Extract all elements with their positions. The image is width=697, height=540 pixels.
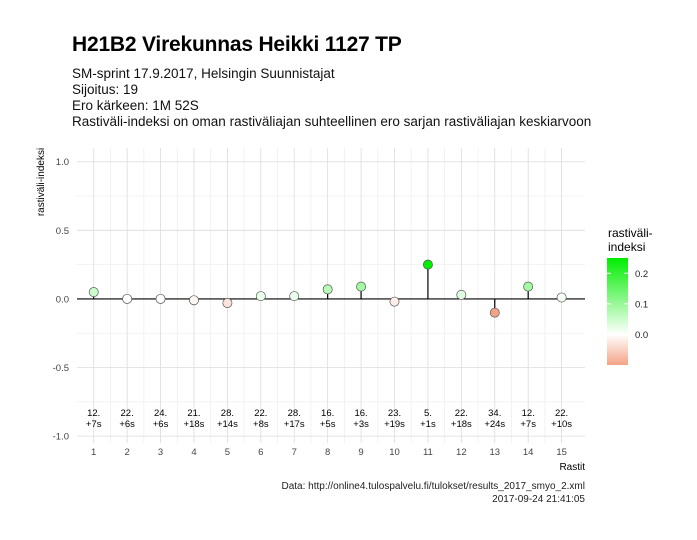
rank-label: 28. bbox=[288, 408, 301, 419]
rank-label: 12. bbox=[522, 408, 535, 419]
rank-label: 22. bbox=[254, 408, 267, 419]
data-point bbox=[122, 293, 133, 304]
legend-title-line-1: rastiväli- bbox=[608, 226, 653, 240]
x-tick-label: 4 bbox=[191, 447, 196, 458]
color-legend: rastiväli- indeksi 0.2 0.1 0.0 bbox=[607, 226, 653, 365]
diff-label: +6s bbox=[119, 419, 135, 430]
diff-label: +1s bbox=[420, 419, 436, 430]
x-tick-label: 7 bbox=[292, 447, 297, 458]
data-point bbox=[356, 281, 367, 292]
rank-label: 22. bbox=[455, 408, 468, 419]
x-tick-label: 2 bbox=[124, 447, 129, 458]
diff-label: +10s bbox=[551, 419, 572, 430]
x-axis-label: Rastit bbox=[559, 462, 585, 473]
y-tick-label: -1.0 bbox=[53, 432, 69, 443]
subtitle-line-4: Rastiväli-indeksi on oman rastiväliajan … bbox=[72, 114, 592, 129]
rank-label: 28. bbox=[221, 408, 234, 419]
x-tick-labels: 1 2 3 4 5 6 7 8 9 10 11 12 13 14 15 bbox=[91, 447, 567, 458]
subtitle-line-2: Sijoitus: 19 bbox=[72, 82, 139, 97]
data-point bbox=[556, 292, 567, 303]
x-tick-label: 3 bbox=[158, 447, 163, 458]
rank-label: 24. bbox=[154, 408, 167, 419]
y-tick-label: 0.0 bbox=[56, 294, 69, 305]
y-axis-label: rastiväli-indeksi bbox=[36, 148, 47, 216]
legend-colorbar bbox=[607, 258, 628, 365]
grid-major bbox=[77, 148, 585, 443]
x-tick-label: 11 bbox=[423, 447, 433, 458]
legend-title-line-2: indeksi bbox=[608, 240, 645, 254]
data-point bbox=[422, 259, 433, 270]
rank-label: 21. bbox=[187, 408, 200, 419]
y-tick-label: -0.5 bbox=[53, 363, 69, 374]
x-tick-label: 13 bbox=[489, 447, 500, 458]
x-tick-label: 8 bbox=[325, 447, 330, 458]
data-point bbox=[255, 291, 266, 302]
legend-tick-label: 0.1 bbox=[635, 299, 648, 310]
point-annotations: 12.+7s22.+6s24.+6s21.+18s28.+14s22.+8s28… bbox=[86, 408, 572, 430]
data-point bbox=[389, 296, 400, 307]
diff-label: +14s bbox=[217, 419, 238, 430]
data-points bbox=[88, 259, 567, 318]
diff-label: +8s bbox=[253, 419, 269, 430]
rank-label: 34. bbox=[488, 408, 501, 419]
data-point bbox=[456, 289, 467, 300]
diff-label: +24s bbox=[484, 419, 505, 430]
x-tick-label: 12 bbox=[456, 447, 467, 458]
subtitle-line-3: Ero kärkeen: 1M 52S bbox=[72, 98, 199, 113]
diff-label: +18s bbox=[184, 419, 205, 430]
x-tick-label: 6 bbox=[258, 447, 263, 458]
data-point bbox=[155, 293, 166, 304]
y-tick-label: 1.0 bbox=[56, 157, 69, 168]
rank-label: 16. bbox=[354, 408, 367, 419]
diff-label: +6s bbox=[153, 419, 169, 430]
subtitle-line-1: SM-sprint 17.9.2017, Helsingin Suunnista… bbox=[72, 66, 335, 81]
timestamp: 2017-09-24 21:41:05 bbox=[492, 494, 585, 505]
data-point bbox=[88, 287, 99, 298]
data-point bbox=[189, 295, 199, 306]
legend-tick-label: 0.0 bbox=[635, 330, 648, 341]
diff-label: +7s bbox=[520, 419, 536, 430]
rank-label: 23. bbox=[388, 408, 401, 419]
x-tick-label: 14 bbox=[523, 447, 534, 458]
x-tick-label: 10 bbox=[389, 447, 400, 458]
rank-label: 22. bbox=[121, 408, 134, 419]
x-tick-label: 5 bbox=[225, 447, 230, 458]
data-source: Data: http://online4.tulospalvelu.fi/tul… bbox=[281, 481, 585, 492]
diff-label: +3s bbox=[353, 419, 369, 430]
x-tick-label: 15 bbox=[556, 447, 567, 458]
data-point bbox=[523, 281, 534, 292]
data-point bbox=[322, 284, 333, 295]
y-tick-labels: -1.0 -0.5 0.0 0.5 1.0 bbox=[53, 157, 69, 442]
rank-label: 22. bbox=[555, 408, 568, 419]
rank-label: 12. bbox=[87, 408, 100, 419]
grid-minor bbox=[77, 148, 585, 443]
data-point bbox=[289, 291, 300, 302]
diff-label: +5s bbox=[320, 419, 336, 430]
diff-label: +19s bbox=[384, 419, 405, 430]
data-point bbox=[222, 298, 233, 308]
diff-label: +18s bbox=[451, 419, 472, 430]
diff-label: +7s bbox=[86, 419, 102, 430]
x-tick-label: 9 bbox=[358, 447, 363, 458]
rank-label: 5. bbox=[424, 408, 432, 419]
chart-title: H21B2 Virekunnas Heikki 1127 TP bbox=[72, 33, 402, 56]
x-tick-label: 1 bbox=[91, 447, 96, 458]
data-point bbox=[489, 307, 500, 318]
rank-label: 16. bbox=[321, 408, 334, 419]
y-tick-label: 0.5 bbox=[56, 226, 69, 237]
diff-label: +17s bbox=[284, 419, 305, 430]
legend-tick-label: 0.2 bbox=[635, 269, 648, 280]
